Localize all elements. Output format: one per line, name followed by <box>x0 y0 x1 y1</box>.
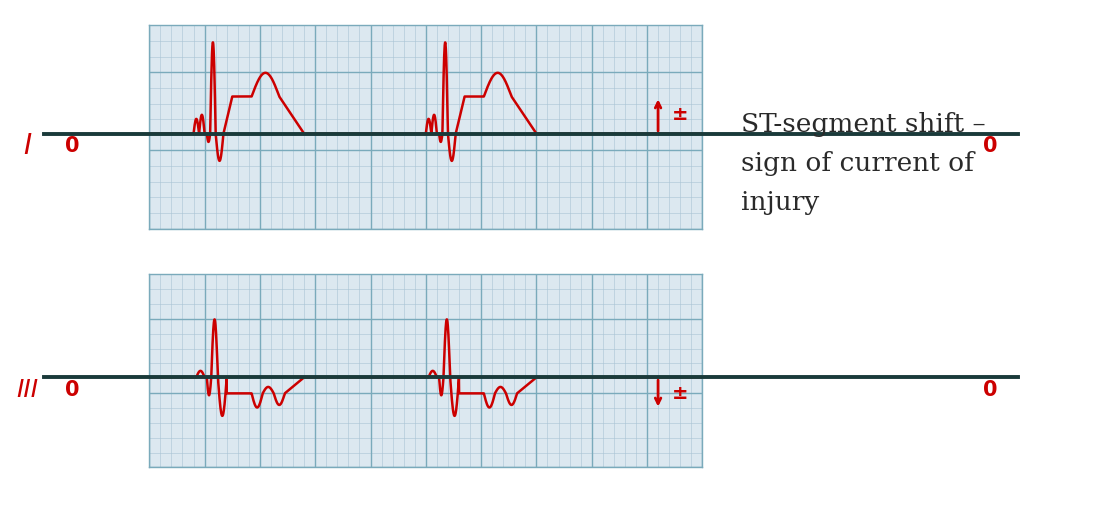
Text: 0: 0 <box>982 380 998 400</box>
Text: 0: 0 <box>982 137 998 156</box>
Text: 0: 0 <box>64 137 80 156</box>
Text: III: III <box>17 378 39 402</box>
Text: ST-segment shift –
sign of current of
injury: ST-segment shift – sign of current of in… <box>741 112 985 215</box>
Text: 0: 0 <box>64 380 80 400</box>
Text: ±: ± <box>671 105 688 124</box>
Text: ±: ± <box>671 384 688 403</box>
Text: I: I <box>23 133 32 161</box>
